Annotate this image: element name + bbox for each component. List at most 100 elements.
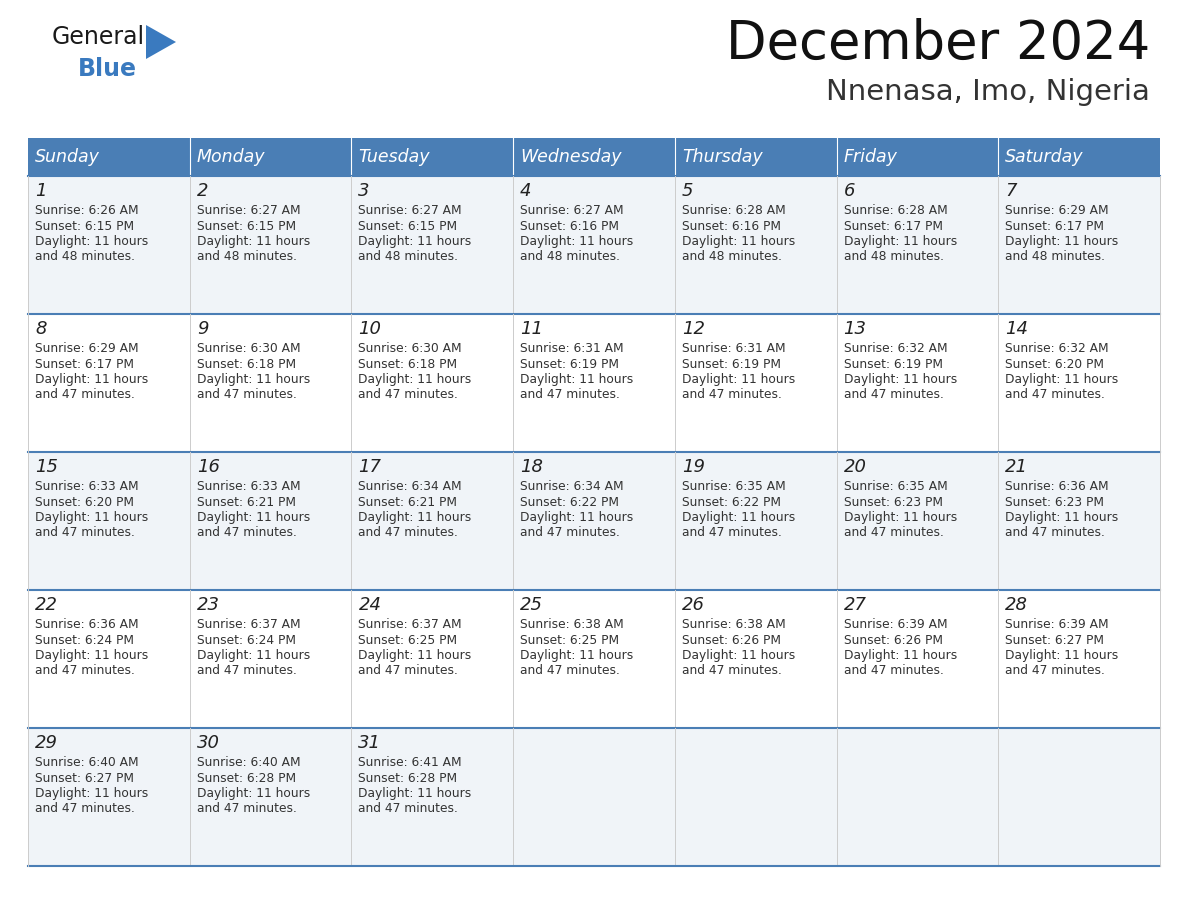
Bar <box>352 138 513 176</box>
Text: and 47 minutes.: and 47 minutes. <box>359 802 459 815</box>
Text: and 47 minutes.: and 47 minutes. <box>359 527 459 540</box>
Text: 26: 26 <box>682 596 704 614</box>
Text: Daylight: 11 hours: Daylight: 11 hours <box>682 511 795 524</box>
Text: and 48 minutes.: and 48 minutes. <box>359 251 459 263</box>
Text: Sunset: 6:22 PM: Sunset: 6:22 PM <box>682 496 781 509</box>
Text: Thursday: Thursday <box>682 148 763 166</box>
Text: Daylight: 11 hours: Daylight: 11 hours <box>843 511 956 524</box>
Text: Sunday: Sunday <box>34 148 100 166</box>
Text: Sunrise: 6:31 AM: Sunrise: 6:31 AM <box>520 342 624 355</box>
Bar <box>29 176 1159 314</box>
Text: Daylight: 11 hours: Daylight: 11 hours <box>843 649 956 662</box>
Text: Daylight: 11 hours: Daylight: 11 hours <box>520 511 633 524</box>
Text: Daylight: 11 hours: Daylight: 11 hours <box>197 787 310 800</box>
Text: and 47 minutes.: and 47 minutes. <box>1005 527 1105 540</box>
Text: Wednesday: Wednesday <box>520 148 621 166</box>
Text: Sunrise: 6:32 AM: Sunrise: 6:32 AM <box>1005 342 1108 355</box>
Text: and 47 minutes.: and 47 minutes. <box>197 665 297 677</box>
Text: Sunset: 6:23 PM: Sunset: 6:23 PM <box>1005 496 1105 509</box>
Text: Daylight: 11 hours: Daylight: 11 hours <box>520 373 633 386</box>
Text: Sunset: 6:19 PM: Sunset: 6:19 PM <box>682 357 781 371</box>
Text: Sunset: 6:19 PM: Sunset: 6:19 PM <box>843 357 942 371</box>
Text: and 47 minutes.: and 47 minutes. <box>34 802 135 815</box>
Text: and 47 minutes.: and 47 minutes. <box>843 665 943 677</box>
Text: Daylight: 11 hours: Daylight: 11 hours <box>197 649 310 662</box>
Text: Sunset: 6:27 PM: Sunset: 6:27 PM <box>1005 633 1105 646</box>
Text: Sunset: 6:23 PM: Sunset: 6:23 PM <box>843 496 942 509</box>
Text: Sunset: 6:22 PM: Sunset: 6:22 PM <box>520 496 619 509</box>
Text: Sunrise: 6:36 AM: Sunrise: 6:36 AM <box>34 618 139 631</box>
Text: Sunset: 6:16 PM: Sunset: 6:16 PM <box>682 219 781 232</box>
Text: 12: 12 <box>682 320 704 338</box>
Text: Sunrise: 6:35 AM: Sunrise: 6:35 AM <box>682 480 785 493</box>
Text: 20: 20 <box>843 458 866 476</box>
Text: Sunrise: 6:36 AM: Sunrise: 6:36 AM <box>1005 480 1108 493</box>
Text: Daylight: 11 hours: Daylight: 11 hours <box>682 235 795 248</box>
Text: 24: 24 <box>359 596 381 614</box>
Text: Sunrise: 6:38 AM: Sunrise: 6:38 AM <box>520 618 624 631</box>
Text: Sunrise: 6:37 AM: Sunrise: 6:37 AM <box>359 618 462 631</box>
Text: 17: 17 <box>359 458 381 476</box>
Text: and 47 minutes.: and 47 minutes. <box>34 527 135 540</box>
Text: Sunset: 6:15 PM: Sunset: 6:15 PM <box>197 219 296 232</box>
Text: Sunset: 6:20 PM: Sunset: 6:20 PM <box>1005 357 1105 371</box>
Text: and 47 minutes.: and 47 minutes. <box>682 665 782 677</box>
Text: Daylight: 11 hours: Daylight: 11 hours <box>34 511 148 524</box>
Text: and 47 minutes.: and 47 minutes. <box>1005 388 1105 401</box>
Text: 7: 7 <box>1005 182 1017 200</box>
Text: Daylight: 11 hours: Daylight: 11 hours <box>197 373 310 386</box>
Bar <box>29 138 190 176</box>
Text: 14: 14 <box>1005 320 1029 338</box>
Text: Sunset: 6:18 PM: Sunset: 6:18 PM <box>359 357 457 371</box>
Text: Sunset: 6:15 PM: Sunset: 6:15 PM <box>359 219 457 232</box>
Text: Sunrise: 6:30 AM: Sunrise: 6:30 AM <box>197 342 301 355</box>
Text: Sunset: 6:21 PM: Sunset: 6:21 PM <box>197 496 296 509</box>
Text: 23: 23 <box>197 596 220 614</box>
Text: Daylight: 11 hours: Daylight: 11 hours <box>34 649 148 662</box>
Text: Sunrise: 6:29 AM: Sunrise: 6:29 AM <box>1005 204 1108 217</box>
Text: Daylight: 11 hours: Daylight: 11 hours <box>1005 649 1119 662</box>
Text: and 48 minutes.: and 48 minutes. <box>843 251 943 263</box>
Text: 13: 13 <box>843 320 866 338</box>
Text: and 47 minutes.: and 47 minutes. <box>197 388 297 401</box>
Text: Sunrise: 6:32 AM: Sunrise: 6:32 AM <box>843 342 947 355</box>
Text: Daylight: 11 hours: Daylight: 11 hours <box>34 373 148 386</box>
Text: Sunrise: 6:37 AM: Sunrise: 6:37 AM <box>197 618 301 631</box>
Text: Saturday: Saturday <box>1005 148 1083 166</box>
Text: 19: 19 <box>682 458 704 476</box>
Text: and 47 minutes.: and 47 minutes. <box>1005 665 1105 677</box>
Text: Sunrise: 6:34 AM: Sunrise: 6:34 AM <box>520 480 624 493</box>
Text: Sunset: 6:24 PM: Sunset: 6:24 PM <box>197 633 296 646</box>
Text: Daylight: 11 hours: Daylight: 11 hours <box>359 787 472 800</box>
Text: Sunrise: 6:27 AM: Sunrise: 6:27 AM <box>359 204 462 217</box>
Text: and 48 minutes.: and 48 minutes. <box>34 251 135 263</box>
Text: Nnenasa, Imo, Nigeria: Nnenasa, Imo, Nigeria <box>826 78 1150 106</box>
Text: Daylight: 11 hours: Daylight: 11 hours <box>520 235 633 248</box>
Text: 2: 2 <box>197 182 208 200</box>
Text: Sunrise: 6:40 AM: Sunrise: 6:40 AM <box>197 756 301 769</box>
Text: Sunrise: 6:33 AM: Sunrise: 6:33 AM <box>197 480 301 493</box>
Text: 28: 28 <box>1005 596 1029 614</box>
Text: 25: 25 <box>520 596 543 614</box>
Text: Sunset: 6:18 PM: Sunset: 6:18 PM <box>197 357 296 371</box>
Text: 29: 29 <box>34 734 58 752</box>
Text: and 47 minutes.: and 47 minutes. <box>34 665 135 677</box>
Text: Sunset: 6:24 PM: Sunset: 6:24 PM <box>34 633 134 646</box>
Bar <box>513 138 675 176</box>
Text: and 47 minutes.: and 47 minutes. <box>34 388 135 401</box>
Text: and 47 minutes.: and 47 minutes. <box>682 527 782 540</box>
Text: Daylight: 11 hours: Daylight: 11 hours <box>682 373 795 386</box>
Text: and 48 minutes.: and 48 minutes. <box>520 251 620 263</box>
Text: 15: 15 <box>34 458 58 476</box>
Text: 30: 30 <box>197 734 220 752</box>
Text: Sunset: 6:16 PM: Sunset: 6:16 PM <box>520 219 619 232</box>
Text: 22: 22 <box>34 596 58 614</box>
Bar <box>675 138 836 176</box>
Text: Sunset: 6:17 PM: Sunset: 6:17 PM <box>34 357 134 371</box>
Text: 5: 5 <box>682 182 694 200</box>
Text: Sunset: 6:21 PM: Sunset: 6:21 PM <box>359 496 457 509</box>
Text: Sunrise: 6:26 AM: Sunrise: 6:26 AM <box>34 204 139 217</box>
Text: Sunrise: 6:33 AM: Sunrise: 6:33 AM <box>34 480 139 493</box>
Text: Daylight: 11 hours: Daylight: 11 hours <box>1005 235 1119 248</box>
Text: 8: 8 <box>34 320 46 338</box>
